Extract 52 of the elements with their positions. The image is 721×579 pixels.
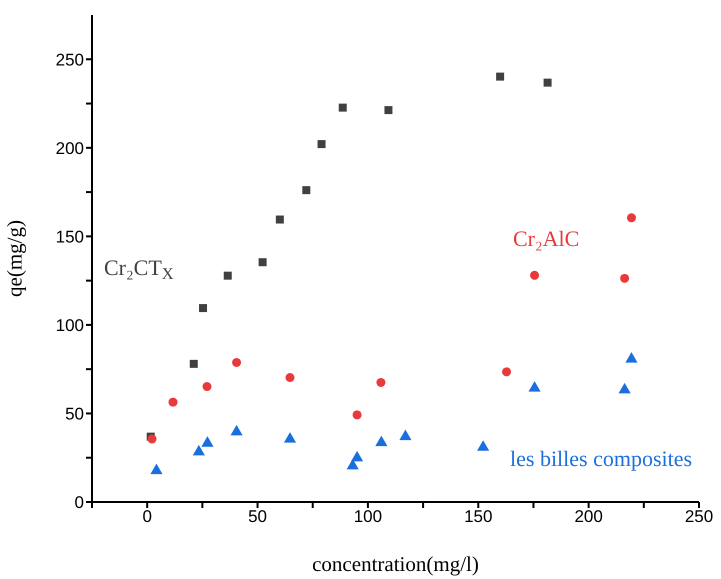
y-tick-label: 0: [74, 493, 84, 512]
y-tick-label: 100: [56, 316, 84, 335]
point: [496, 72, 504, 81]
y-tick-label: 150: [56, 227, 84, 246]
point: [528, 381, 541, 392]
point: [376, 378, 386, 387]
point: [318, 140, 326, 148]
y-tick-label: 50: [65, 404, 84, 424]
series-label: Cr₂AlC: [513, 226, 580, 251]
point: [302, 186, 310, 194]
point: [224, 272, 232, 280]
point: [285, 373, 295, 382]
point: [202, 382, 212, 392]
series-label: les billes composites: [510, 446, 692, 471]
x-axis-title: concentration(mg/l): [312, 552, 479, 576]
point: [258, 258, 267, 266]
point: [232, 358, 242, 367]
point: [168, 398, 178, 407]
point: [351, 450, 364, 462]
point: [384, 106, 392, 114]
point: [346, 458, 359, 470]
point: [620, 274, 630, 283]
point: [230, 424, 243, 436]
y-tick-label: 200: [56, 138, 84, 158]
point: [399, 430, 412, 440]
point: [148, 434, 157, 444]
point: [544, 78, 552, 87]
point: [530, 270, 540, 280]
point: [502, 367, 512, 376]
point: [352, 410, 362, 420]
x-tick-label: 150: [464, 507, 492, 526]
point: [618, 382, 631, 394]
x-tick-label: 50: [248, 507, 268, 526]
x-tick-label: 100: [354, 507, 382, 526]
point: [375, 436, 388, 446]
point: [626, 213, 636, 222]
y-axis-title: qe(mg/g): [2, 220, 26, 297]
point: [190, 360, 198, 368]
point: [150, 464, 163, 474]
series-label: Cr₂CT$_{X}$: [104, 255, 174, 284]
point: [284, 432, 296, 443]
point: [625, 352, 638, 363]
point: [338, 104, 347, 112]
point: [276, 216, 284, 224]
x-tick-label: 0: [142, 507, 152, 526]
y-tick-label: 250: [56, 50, 84, 70]
x-tick-label: 200: [574, 507, 603, 526]
point: [477, 440, 490, 451]
point: [201, 436, 214, 447]
point: [192, 444, 205, 456]
x-tick-label: 250: [684, 507, 714, 526]
point: [199, 304, 208, 312]
